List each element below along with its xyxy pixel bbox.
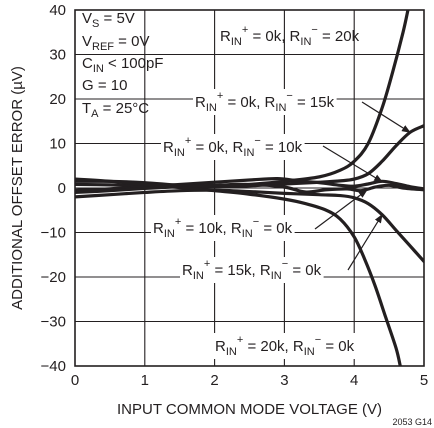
series-line-5 bbox=[75, 188, 424, 264]
curve-label-text: RIN+ = 0k, RIN− = 10k bbox=[163, 135, 303, 159]
x-tick-label: 4 bbox=[350, 372, 358, 389]
curve-label-background bbox=[193, 89, 337, 115]
series-line-1 bbox=[75, 10, 410, 189]
leader-arrow bbox=[314, 189, 368, 230]
curve-label-background bbox=[161, 134, 305, 160]
plot-frame bbox=[74, 9, 425, 367]
x-tick-label: 3 bbox=[280, 372, 288, 389]
y-axis-label: ADDITIONAL OFFSET ERROR (µV) bbox=[9, 66, 26, 310]
curve-label-background bbox=[180, 257, 324, 283]
y-tick-label: 40 bbox=[49, 2, 66, 19]
y-tick-label: 30 bbox=[49, 47, 66, 64]
series-line-6 bbox=[75, 177, 402, 366]
curve-label: RIN+ = 0k, RIN− = 10k bbox=[161, 134, 383, 183]
series-line-4 bbox=[75, 182, 424, 195]
y-tick-label: 10 bbox=[49, 136, 66, 153]
series-lines bbox=[75, 10, 424, 366]
y-tick-label: −20 bbox=[41, 269, 66, 286]
condition-line: TA = 25°C bbox=[82, 100, 149, 120]
x-axis-label: INPUT COMMON MODE VOLTAGE (V) bbox=[117, 401, 382, 418]
curve-label: RIN+ = 0k, RIN− = 15k bbox=[193, 89, 411, 133]
curve-label: RIN+ = 0k, RIN− = 20k bbox=[220, 24, 360, 48]
y-tick-label: 20 bbox=[49, 91, 66, 108]
curve-label: RIN+ = 10k, RIN− = 0k bbox=[151, 189, 368, 241]
y-tick-label: −40 bbox=[41, 358, 66, 375]
tick-labels: 0 1 2 3 4 5 40 30 20 10 0 −10 −20 −30 −40 bbox=[41, 2, 429, 389]
curve-label-background bbox=[213, 333, 357, 359]
x-tick-label: 0 bbox=[71, 372, 79, 389]
x-tick-label: 5 bbox=[420, 372, 428, 389]
leader-arrow bbox=[322, 145, 383, 183]
curve-label-text: RIN+ = 0k, RIN− = 15k bbox=[195, 90, 335, 114]
figure-code: 2053 G14 bbox=[392, 417, 432, 427]
curve-label: RIN+ = 15k, RIN− = 0k bbox=[180, 213, 383, 283]
x-tick-label: 1 bbox=[141, 372, 149, 389]
curve-label-text: RIN+ = 0k, RIN− = 20k bbox=[220, 24, 360, 48]
y-tick-label: 0 bbox=[58, 180, 66, 197]
curve-label-background bbox=[151, 215, 295, 241]
y-tick-label: −10 bbox=[41, 225, 66, 242]
curve-label-text: RIN+ = 15k, RIN− = 0k bbox=[182, 258, 322, 282]
condition-line: VS = 5V bbox=[82, 10, 135, 30]
leader-arrow bbox=[347, 213, 383, 271]
curve-label-text: RIN+ = 10k, RIN− = 0k bbox=[153, 216, 293, 240]
condition-line: CIN < 100pF bbox=[82, 55, 163, 75]
y-tick-label: −30 bbox=[41, 314, 66, 331]
curve-label-text: RIN+ = 20k, RIN− = 0k bbox=[215, 334, 355, 358]
curve-label: RIN+ = 20k, RIN− = 0k bbox=[213, 333, 357, 359]
condition-line: G = 10 bbox=[82, 77, 127, 94]
leader-arrow bbox=[361, 101, 411, 133]
curve-labels: RIN+ = 0k, RIN− = 20k RIN+ = 0k, RIN− = 1… bbox=[151, 24, 411, 359]
x-tick-label: 2 bbox=[210, 372, 218, 389]
condition-line: VREF = 0V bbox=[82, 33, 149, 53]
